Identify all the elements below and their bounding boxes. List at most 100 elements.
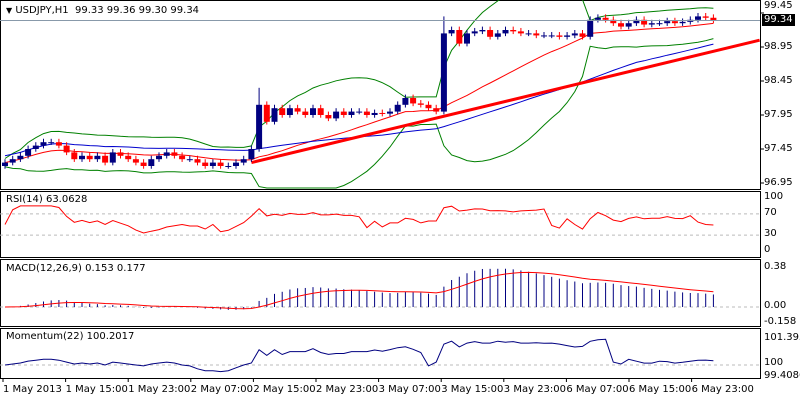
candle-bull — [440, 33, 447, 112]
chart-header: ▼ USDJPY,H1 99.33 99.36 99.30 99.34 — [6, 5, 199, 16]
candle-bull — [695, 16, 701, 20]
candle-bull — [256, 104, 263, 149]
candle-bear — [456, 30, 463, 44]
candle-bear — [340, 111, 347, 115]
candle-bull — [156, 155, 162, 160]
candle-bear — [325, 115, 332, 119]
candle-bull — [594, 17, 601, 20]
price-tick-label: 97.95 — [764, 109, 793, 120]
candle-bear — [425, 104, 432, 109]
candle-bear — [132, 159, 139, 163]
candle-bear — [702, 16, 709, 18]
rsi-tick-label: 0 — [764, 244, 771, 255]
moving-average-slow — [4, 43, 714, 157]
candle-bull — [494, 33, 501, 37]
time-tick-label: 1 May 23:00 — [128, 384, 191, 395]
candle-bear — [363, 111, 370, 115]
candle-bull — [564, 35, 571, 37]
macd-tick-label: -0.158 — [764, 316, 797, 328]
rsi-line — [4, 205, 714, 234]
pane-border-3 — [0, 328, 761, 379]
candle-bull — [387, 111, 393, 114]
candle-bull — [464, 33, 470, 44]
candle-bull — [587, 19, 594, 37]
macd-title: MACD(12,26,9) 0.153 0.177 — [6, 263, 146, 274]
momentum-tick-label: 101.3954 — [764, 332, 800, 343]
candle-bull — [625, 23, 632, 27]
candle-bear — [710, 17, 717, 21]
candle-bear — [641, 19, 648, 25]
candle-bear — [279, 108, 286, 115]
candle-bull — [541, 35, 547, 37]
candle-bull — [148, 159, 155, 166]
candle-bull — [525, 33, 532, 35]
candle-bull — [32, 145, 39, 149]
candle-bear — [379, 112, 386, 114]
candle-bear — [294, 108, 301, 112]
candle-bull — [679, 21, 686, 24]
candle-bull — [17, 155, 24, 160]
candle-bear — [179, 155, 186, 160]
candle-bull — [94, 155, 101, 160]
candle-bear — [202, 162, 209, 166]
pane-border-0 — [0, 0, 761, 190]
candle-bear — [171, 152, 178, 156]
time-tick-label: 6 May 07:00 — [566, 384, 629, 395]
price-tick-label: 98.45 — [764, 75, 793, 86]
candle-bull — [548, 35, 555, 37]
candle-bull — [240, 159, 247, 163]
price-tick-label: 98.95 — [764, 41, 793, 52]
candle-bear — [63, 145, 70, 153]
candle-bull — [186, 159, 193, 161]
candle-bull — [25, 149, 32, 156]
candle-bear — [117, 152, 124, 156]
rsi-tick-label: 70 — [764, 206, 777, 218]
price-tick-label: 99.45 — [764, 0, 793, 11]
candle-bear — [71, 152, 78, 160]
candle-bull — [79, 155, 85, 160]
candle-bull — [371, 112, 378, 115]
time-tick-label: 6 May 15:00 — [629, 384, 692, 395]
candle-bear — [517, 31, 524, 34]
candle-bull — [656, 23, 663, 25]
rsi-title: RSI(14) 63.0628 — [6, 194, 88, 205]
candle-bear — [417, 103, 424, 105]
ohlc-label: 99.33 99.36 99.30 99.34 — [75, 5, 200, 16]
bollinger-upper — [4, 0, 714, 159]
candle-bull — [333, 111, 340, 119]
candle-bear — [194, 159, 201, 163]
candle-bull — [233, 162, 239, 166]
candle-bull — [356, 111, 363, 113]
symbol-label: USDJPY,H1 — [15, 5, 69, 16]
macd-signal-line — [4, 271, 714, 310]
time-tick-label: 6 May 23:00 — [691, 384, 754, 395]
candle-bull — [9, 159, 16, 163]
price-tick-label: 96.95 — [764, 177, 793, 188]
candle-bull — [2, 162, 8, 166]
candle-bear — [55, 142, 62, 146]
collapse-triangle-icon[interactable]: ▼ — [6, 6, 13, 15]
candle-bear — [556, 35, 563, 37]
candle-bull — [271, 108, 278, 122]
candle-bear — [533, 33, 540, 36]
candle-bull — [633, 19, 640, 24]
candle-bear — [487, 30, 494, 37]
time-tick-label: 3 May 23:00 — [503, 384, 567, 395]
candle-bull — [394, 104, 401, 112]
time-tick-label: 3 May 15:00 — [441, 384, 504, 395]
pane-border-1 — [0, 191, 761, 258]
candle-bear — [317, 108, 324, 115]
candle-bear — [102, 155, 109, 163]
candle-bear — [125, 155, 132, 160]
rsi-tick-label: 100 — [764, 191, 784, 202]
rsi-tick-label: 30 — [764, 228, 777, 240]
candle-bull — [479, 30, 486, 32]
current-price-badge: 99.34 — [762, 14, 795, 27]
moving-average-fast — [4, 22, 714, 164]
candle-bull — [471, 31, 478, 34]
time-tick-label: 2 May 23:00 — [316, 384, 379, 395]
candle-bull — [163, 152, 170, 156]
candle-bull — [571, 33, 578, 36]
candle-bull — [664, 21, 671, 24]
